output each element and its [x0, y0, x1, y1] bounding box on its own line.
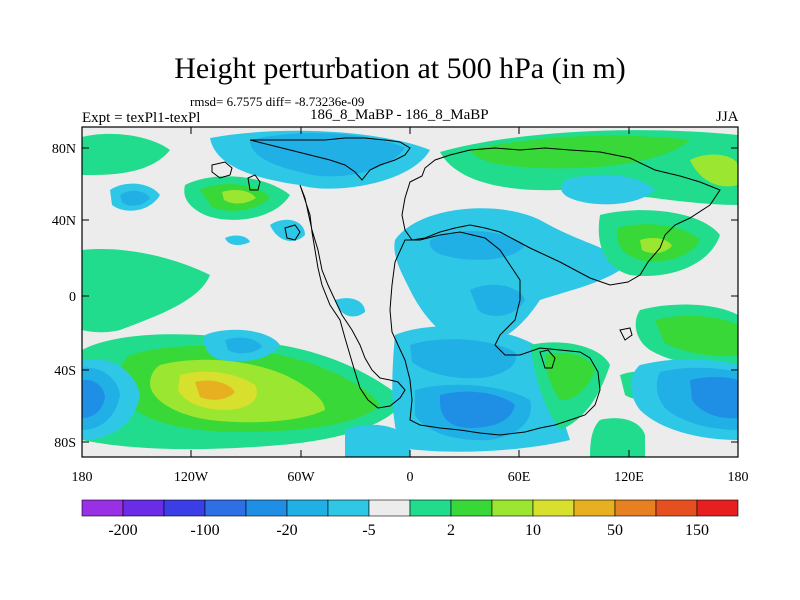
field-contour-region — [195, 380, 235, 400]
colorbar-swatch — [450, 499, 493, 517]
colorbar-label: 2 — [447, 522, 455, 539]
coastline-segment — [249, 137, 411, 181]
height-field — [82, 127, 738, 457]
lon-tick-label: 60E — [508, 470, 531, 485]
field-contour-region — [439, 391, 515, 428]
lat-tick-label: 80S — [54, 436, 76, 451]
colorbar-swatch — [655, 499, 698, 517]
lat-tick-label: 40S — [54, 364, 76, 379]
field-contour-region — [561, 174, 655, 205]
coastline-segment — [299, 184, 406, 409]
field-contour-region — [225, 235, 250, 246]
coastline-segment — [284, 224, 301, 241]
map-title: Height perturbation at 500 hPa (in m) — [174, 52, 626, 85]
colorbar-label: 150 — [685, 522, 709, 539]
colorbar-swatch — [573, 499, 616, 517]
field-contour-region — [640, 238, 672, 254]
field-contour-region — [250, 133, 405, 177]
lon-tick-label: 120E — [614, 470, 644, 485]
season-label: JJA — [716, 109, 739, 125]
lon-tick-label: 180 — [728, 470, 749, 485]
field-contour-region — [82, 379, 105, 418]
colorbar-swatch — [204, 499, 247, 517]
colorbar-swatch — [122, 499, 165, 517]
field-contour-region — [82, 249, 210, 333]
stats-line: rmsd= 6.7575 diff= -8.73236e-09 — [190, 94, 365, 109]
colorbar-swatch — [327, 499, 370, 517]
field-contour-region — [545, 353, 595, 401]
colorbar-swatch — [286, 499, 329, 517]
field-contour-region — [82, 133, 170, 175]
field-contour-region — [590, 418, 645, 457]
coastline-segment — [401, 147, 721, 286]
colorbar: -200 -100 -20 -5 2 10 50 150 — [81, 499, 739, 539]
colorbar-swatch — [245, 499, 288, 517]
colorbar-label: 50 — [607, 522, 623, 539]
lon-tick-label: 120W — [174, 470, 209, 485]
field-contour-region — [410, 339, 516, 379]
colorbar-swatch — [368, 499, 411, 517]
field-contour-region — [120, 190, 150, 206]
colorbar-label: -200 — [108, 522, 137, 539]
field-contour-region — [655, 315, 738, 356]
lat-tick-label: 80N — [52, 142, 76, 157]
lat-tick-label: 0 — [69, 290, 76, 305]
experiment-label: Expt = texPl1-texPl — [82, 110, 201, 126]
coastline-segment — [539, 349, 556, 369]
field-contour-region — [225, 337, 262, 354]
coastline-segment — [389, 231, 601, 436]
lon-tick-label: 60W — [287, 470, 315, 485]
colorbar-swatch — [163, 499, 206, 517]
lon-tick-label: 180 — [72, 470, 93, 485]
coastline-segment — [247, 174, 261, 191]
colorbar-label: -5 — [362, 522, 375, 539]
coastline-segment — [211, 161, 233, 179]
colorbar-swatch — [491, 499, 534, 517]
lon-tick-label: 0 — [407, 470, 414, 485]
field-contour-region — [345, 424, 410, 457]
colorbar-swatch — [409, 499, 452, 517]
colorbar-swatch — [532, 499, 575, 517]
lat-tick-label: 40N — [52, 214, 76, 229]
colorbar-swatch — [696, 499, 739, 517]
field-contour-region — [335, 298, 365, 317]
colorbar-label: 10 — [525, 522, 541, 539]
coastline — [211, 137, 721, 436]
coastline-segment — [619, 327, 633, 341]
field-contour-region — [690, 376, 738, 419]
colorbar-swatch — [614, 499, 657, 517]
field-contour-region — [270, 219, 305, 241]
case-label: 186_8_MaBP - 186_8_MaBP — [310, 107, 489, 123]
longitude-axis: 180 120W 60W 0 60E 120E 180 — [72, 127, 749, 485]
colorbar-label: -20 — [276, 522, 297, 539]
colorbar-swatch — [81, 499, 124, 517]
field-contour-region — [222, 190, 256, 204]
latitude-axis: 80N 40N 0 40S 80S — [52, 142, 738, 451]
field-contour-region — [690, 154, 738, 187]
colorbar-label: -100 — [190, 522, 219, 539]
field-contour-region — [470, 284, 525, 316]
